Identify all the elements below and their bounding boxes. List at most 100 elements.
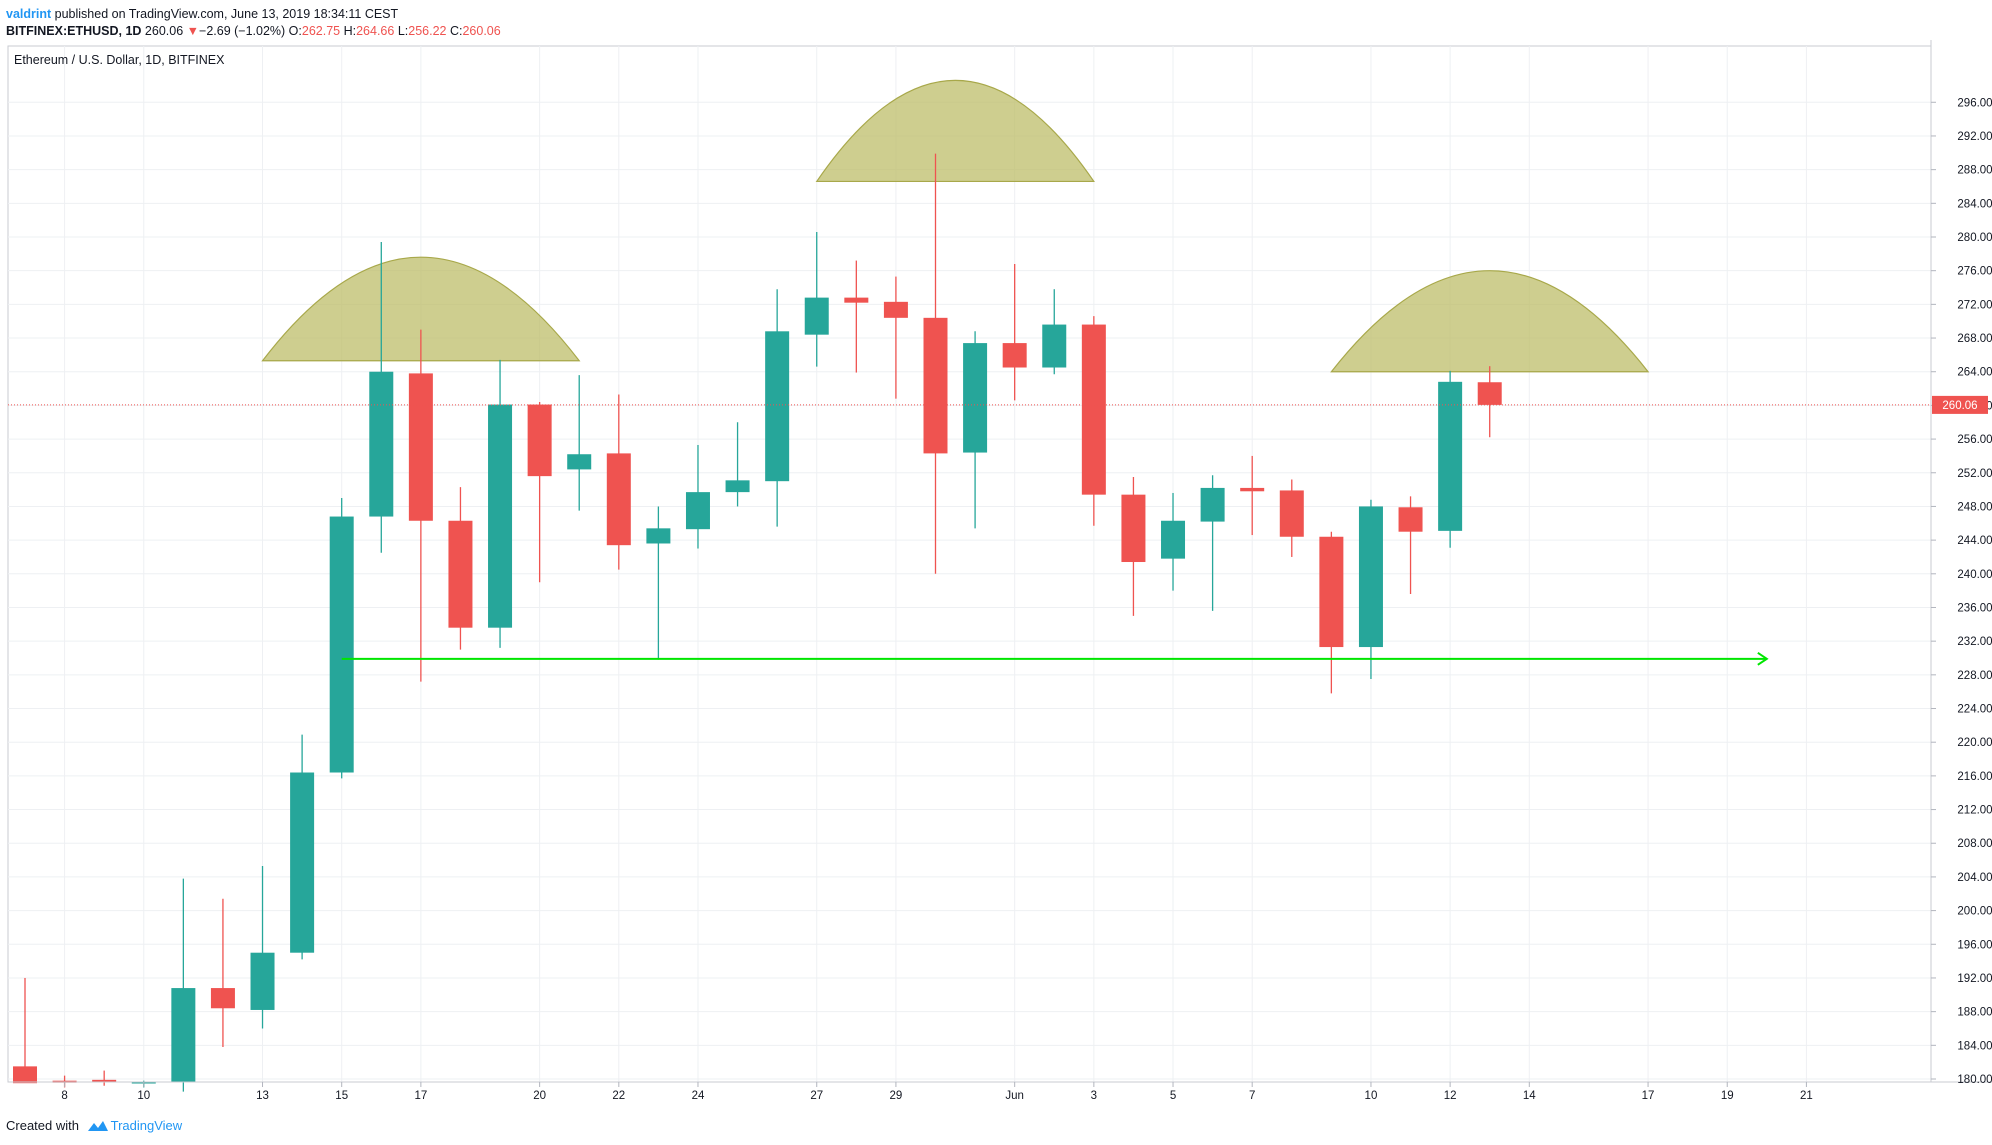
price-tick-label: 224.00 (1957, 704, 1992, 716)
close-label: C: (449, 24, 463, 38)
price-tick-label: 268.00 (1957, 333, 1992, 345)
open-label: O: (288, 24, 302, 38)
price-tick-label: 220.00 (1957, 737, 1992, 749)
price-tick-label: 232.00 (1957, 636, 1992, 648)
low-label: L: (397, 24, 409, 38)
candle-body (567, 454, 592, 470)
candle-body (804, 297, 829, 335)
price-tick-label: 196.00 (1957, 939, 1992, 951)
candle-body (408, 373, 433, 521)
price-change: −2.69 (−1.02%) (199, 24, 286, 38)
candle-body (290, 772, 315, 953)
author-link[interactable]: valdrint (6, 7, 52, 21)
price-tick-label: 200.00 (1957, 906, 1992, 918)
candle-body (171, 988, 196, 1083)
price-tick-label: 184.00 (1957, 1040, 1992, 1052)
price-tick-label: 180.00 (1957, 1074, 1992, 1086)
candle-body (765, 331, 790, 482)
price-tick-label: 248.00 (1957, 501, 1992, 513)
candle-body (1477, 382, 1502, 405)
footer: Created with TradingView (6, 1118, 182, 1133)
time-tick-label: 20 (533, 1090, 546, 1102)
candle-body (527, 404, 552, 477)
candle-body (1279, 490, 1304, 537)
candle-body (329, 516, 354, 773)
price-lines (8, 404, 1931, 666)
candle-body (1358, 506, 1383, 648)
time-tick-label: 13 (256, 1090, 269, 1102)
price-tick-label: 236.00 (1957, 602, 1992, 614)
chart-header: valdrint published on TradingView.com, J… (6, 4, 1986, 38)
price-tick-label: 252.00 (1957, 468, 1992, 480)
candle-body (844, 297, 869, 303)
candle-body (1200, 487, 1225, 522)
price-tick-label: 216.00 (1957, 771, 1992, 783)
time-tick-label: 27 (810, 1090, 823, 1102)
candle-body (606, 453, 631, 546)
candle-body (1240, 487, 1265, 492)
candle-body (646, 528, 671, 544)
candle-body (210, 988, 235, 1009)
pattern-annotations (261, 80, 1650, 373)
symbol-label: BITFINEX:ETHUSD, 1D (6, 24, 142, 38)
price-tick-label: 284.00 (1957, 198, 1992, 210)
tradingview-logo-icon (87, 1121, 108, 1131)
time-tick-label: 10 (137, 1090, 150, 1102)
price-tick-label: 208.00 (1957, 838, 1992, 850)
plot-area (7, 45, 1932, 1083)
current-price: 260.06 (144, 24, 184, 38)
tradingview-brand[interactable]: TradingView (110, 1118, 183, 1133)
pattern-arc-left-shoulder (261, 256, 581, 362)
candle-body (1121, 494, 1146, 563)
candle-body (685, 492, 710, 530)
open-value: 262.75 (301, 24, 341, 38)
candle-body (1002, 343, 1027, 368)
candlestick-chart[interactable]: 180.00 184.00 188.00 192.00 196.00 200.00 204.… (0, 0, 1992, 1110)
price-tick-label: 280.00 (1957, 232, 1992, 244)
time-tick-label: 17 (414, 1090, 427, 1102)
price-axis[interactable]: 180.00 184.00 188.00 192.00 196.00 200.00 204.… (1931, 97, 1992, 1086)
price-tick-label: 276.00 (1957, 266, 1992, 278)
time-tick-label: 19 (1721, 1090, 1734, 1102)
candle-body (1081, 324, 1106, 495)
time-tick-label: 8 (61, 1090, 67, 1102)
time-tick-label: 3 (1091, 1090, 1097, 1102)
candle-body (488, 404, 513, 628)
price-tick-label: 240.00 (1957, 569, 1992, 581)
price-tick-label: 272.00 (1957, 299, 1992, 311)
high-value: 264.66 (356, 24, 395, 38)
price-tick-label: 228.00 (1957, 670, 1992, 682)
price-tick-label: 296.00 (1957, 97, 1992, 109)
candle-body (250, 952, 275, 1010)
published-text: published on TradingView.com, June 13, 2… (54, 7, 399, 21)
time-tick-label: 10 (1365, 1090, 1378, 1102)
last-price-label: 260.06 (1942, 400, 1977, 412)
candle-body (448, 520, 473, 628)
candle-body (963, 343, 988, 453)
price-tick-label: 212.00 (1957, 805, 1992, 817)
support-arrowhead-icon (1757, 652, 1769, 666)
ohlc-info: BITFINEX:ETHUSD, 1D 260.06 ▼−2.69 (−1.02… (6, 24, 501, 38)
time-tick-label: 12 (1444, 1090, 1457, 1102)
publish-info: valdrint published on TradingView.com, J… (6, 7, 398, 21)
candle-body (1161, 520, 1186, 559)
candle-body (92, 1079, 117, 1082)
candle-body (725, 480, 750, 493)
candle-body (923, 317, 948, 454)
time-tick-label: 22 (612, 1090, 625, 1102)
created-with-text: Created with (6, 1118, 79, 1133)
candle-body (13, 1066, 37, 1084)
time-tick-label: 14 (1523, 1090, 1536, 1102)
price-tick-label: 264.00 (1957, 367, 1992, 379)
candles (13, 153, 1502, 1092)
price-tick-label: 288.00 (1957, 165, 1992, 177)
chart-title: Ethereum / U.S. Dollar, 1D, BITFINEX (14, 53, 225, 67)
time-axis[interactable]: 8 10 13 15 17 20 22 24 27 29 Jun 3 5 7 10 12 14 17 19 21 (61, 1082, 1813, 1102)
candle-body (1319, 536, 1344, 648)
time-tick-label: Jun (1005, 1090, 1024, 1102)
time-tick-label: 21 (1800, 1090, 1813, 1102)
last-price-badge (1932, 395, 1988, 414)
high-label: H: (343, 24, 357, 38)
price-tick-label: 204.00 (1957, 872, 1992, 884)
price-tick-label: 192.00 (1957, 973, 1992, 985)
